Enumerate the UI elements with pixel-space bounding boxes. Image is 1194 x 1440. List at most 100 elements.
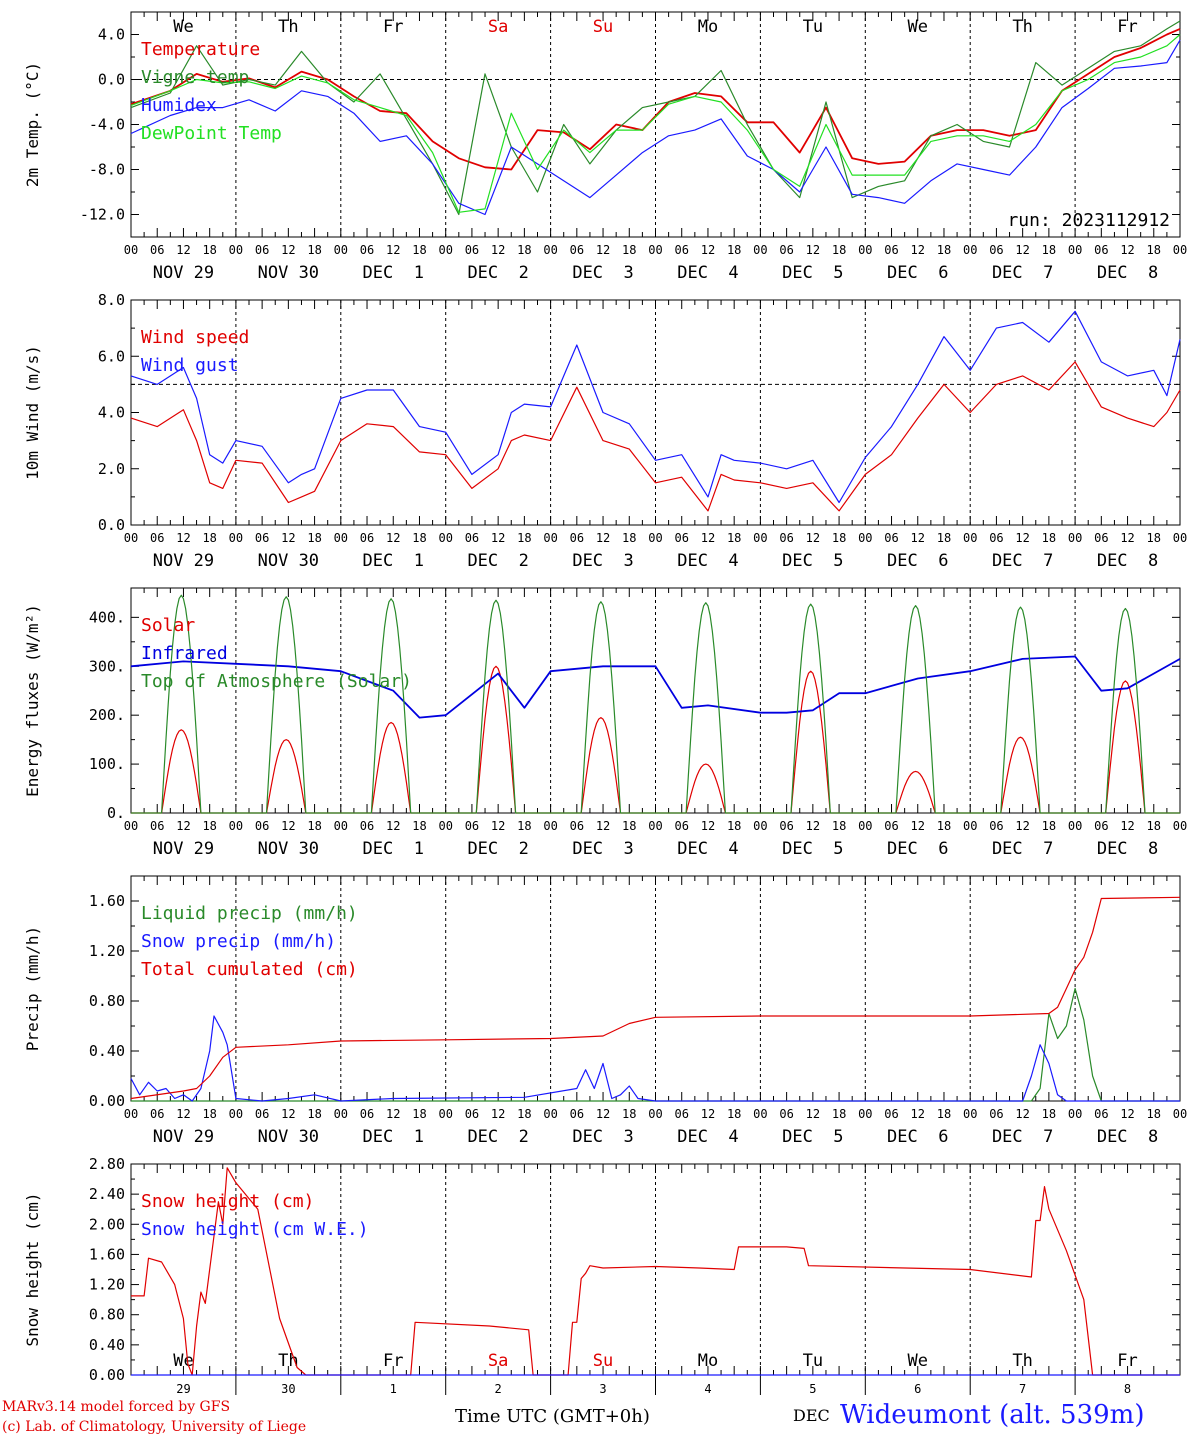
day-name-label: Mo xyxy=(698,17,718,37)
series-line-vigne-temp xyxy=(130,20,1181,216)
day-label: NOV 30 xyxy=(258,839,319,859)
day-number-label: 2 xyxy=(495,1382,502,1396)
hour-tick-label: 00 xyxy=(334,1107,348,1121)
y-tick-label: 4.0 xyxy=(98,404,125,422)
y-tick-label: 400. xyxy=(89,608,125,626)
hour-tick-label: 00 xyxy=(124,531,138,545)
hour-tick-label: 12 xyxy=(806,819,820,833)
day-label: DEC 4 xyxy=(677,1127,738,1147)
hour-tick-label: 06 xyxy=(989,819,1003,833)
hour-tick-label: 12 xyxy=(386,1107,400,1121)
hour-tick-label: 18 xyxy=(622,243,636,257)
hour-tick-label: 18 xyxy=(1147,819,1161,833)
hour-tick-label: 06 xyxy=(779,1107,793,1121)
hour-tick-label: 06 xyxy=(465,531,479,545)
hour-tick-label: 18 xyxy=(937,1107,951,1121)
day-number-label: 4 xyxy=(704,1382,711,1396)
model-credit-line2: (c) Lab. of Climatology, University of L… xyxy=(2,1419,307,1435)
y-tick-label: -8.0 xyxy=(89,161,125,179)
y-tick-label: 1.60 xyxy=(89,892,125,910)
y-tick-label: -12.0 xyxy=(80,206,125,224)
hour-tick-label: 00 xyxy=(963,243,977,257)
day-label: DEC 4 xyxy=(677,551,738,571)
hour-tick-label: 00 xyxy=(858,531,872,545)
hour-tick-label: 18 xyxy=(307,1107,321,1121)
hour-tick-label: 00 xyxy=(543,1107,557,1121)
hour-tick-label: 18 xyxy=(202,531,216,545)
hour-tick-label: 18 xyxy=(517,1107,531,1121)
series-line-wind-gust xyxy=(130,310,1181,504)
hour-tick-label: 06 xyxy=(1094,531,1108,545)
y-tick-label: 1.20 xyxy=(89,942,125,960)
hour-tick-label: 00 xyxy=(858,819,872,833)
run-label: run: 2023112912 xyxy=(1007,210,1170,231)
day-label: DEC 3 xyxy=(572,551,633,571)
hour-tick-label: 06 xyxy=(1094,819,1108,833)
panel-4: 0.00 0.40 0.80 1.20 1.60 Precip (mm/h) 00 06 12 1… xyxy=(23,875,1187,1147)
legend-entry: Snow precip (mm/h) xyxy=(141,931,336,952)
day-label: NOV 30 xyxy=(258,1127,319,1147)
hour-tick-label: 12 xyxy=(491,243,505,257)
hour-tick-label: 12 xyxy=(281,819,295,833)
y-tick-label: 1.60 xyxy=(89,1245,125,1263)
hour-tick-label: 00 xyxy=(1173,531,1187,545)
day-label: DEC 6 xyxy=(887,839,948,859)
series-line-humidex xyxy=(130,39,1181,216)
day-label: DEC 3 xyxy=(572,839,633,859)
hour-tick-label: 06 xyxy=(255,819,269,833)
day-label: NOV 30 xyxy=(258,551,319,571)
day-name-label: Th xyxy=(1012,17,1032,37)
hour-tick-label: 06 xyxy=(570,243,584,257)
y-tick-label: 0.0 xyxy=(98,71,125,89)
y-tick-label: 0.0 xyxy=(98,516,125,534)
y-tick-label: 0. xyxy=(107,804,125,822)
day-label: DEC 7 xyxy=(992,551,1053,571)
hour-tick-label: 12 xyxy=(176,243,190,257)
hour-tick-label: 12 xyxy=(386,819,400,833)
day-label: DEC 4 xyxy=(677,839,738,859)
legend-entry: DewPoint Temp xyxy=(141,123,282,144)
legend-entry: Infrared xyxy=(141,643,228,664)
y-tick-label: 6.0 xyxy=(98,347,125,365)
day-name-label: We xyxy=(908,1351,928,1371)
hour-tick-label: 00 xyxy=(858,243,872,257)
hour-tick-label: 12 xyxy=(176,1107,190,1121)
hour-tick-label: 12 xyxy=(701,531,715,545)
hour-tick-label: 00 xyxy=(334,819,348,833)
hour-tick-label: 18 xyxy=(412,819,426,833)
hour-tick-label: 18 xyxy=(307,243,321,257)
hour-tick-label: 12 xyxy=(701,819,715,833)
hour-tick-label: 12 xyxy=(281,531,295,545)
y-tick-label: 0.80 xyxy=(89,1306,125,1324)
day-label: NOV 29 xyxy=(153,1127,214,1147)
y-tick-label: 100. xyxy=(89,755,125,773)
series-line-top-of-atmosphere-solar- xyxy=(131,594,1180,814)
day-label: DEC 2 xyxy=(467,551,528,571)
y-tick-label: 0.00 xyxy=(89,1092,125,1110)
hour-tick-label: 18 xyxy=(832,819,846,833)
hour-tick-label: 06 xyxy=(150,819,164,833)
hour-tick-label: 06 xyxy=(255,531,269,545)
x-axis-title: Time UTC (GMT+0h) xyxy=(455,1406,650,1427)
hour-tick-label: 18 xyxy=(622,819,636,833)
hour-tick-label: 00 xyxy=(124,243,138,257)
legend-entry: Snow height (cm W.E.) xyxy=(141,1219,369,1240)
hour-tick-label: 06 xyxy=(465,243,479,257)
hour-tick-label: 06 xyxy=(779,819,793,833)
day-label: DEC 5 xyxy=(782,839,843,859)
hour-tick-label: 12 xyxy=(596,243,610,257)
hour-tick-label: 12 xyxy=(911,531,925,545)
hour-tick-label: 00 xyxy=(543,531,557,545)
hour-tick-label: 18 xyxy=(727,243,741,257)
hour-tick-label: 06 xyxy=(570,819,584,833)
day-name-label: Fr xyxy=(1117,17,1137,37)
day-number-label: 5 xyxy=(809,1382,816,1396)
y-axis-label: Energy fluxes (W/m²) xyxy=(23,604,42,797)
hour-tick-label: 06 xyxy=(1094,1107,1108,1121)
hour-tick-label: 06 xyxy=(255,1107,269,1121)
day-label: DEC 5 xyxy=(782,551,843,571)
day-label: NOV 30 xyxy=(258,263,319,283)
day-label: DEC 1 xyxy=(363,1127,424,1147)
day-label: DEC 5 xyxy=(782,1127,843,1147)
y-tick-label: 8.0 xyxy=(98,291,125,309)
